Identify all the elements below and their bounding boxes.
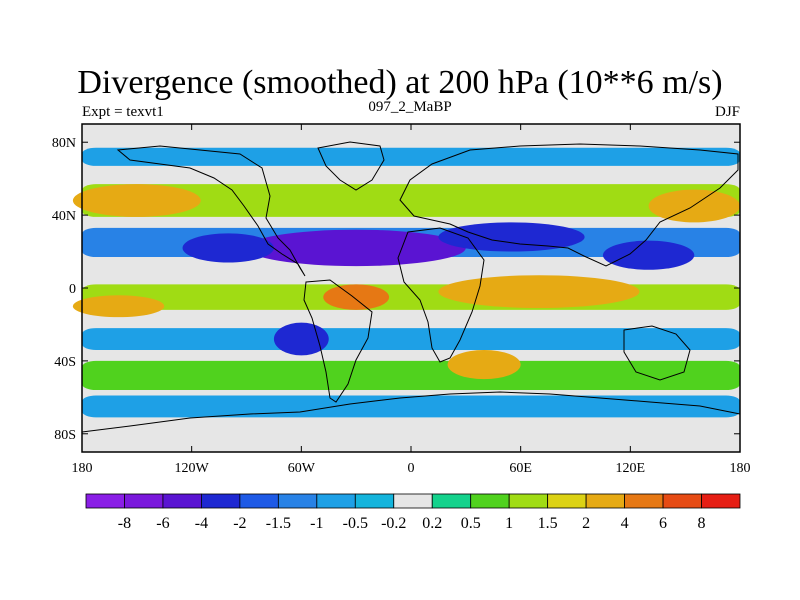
colorbar-label: -0.2 (381, 515, 406, 532)
lon-tick-label: 0 (408, 461, 415, 476)
colorbar-label: 0.5 (461, 515, 481, 532)
coastline-greenland (317, 141, 385, 191)
colorbar-swatch (508, 493, 549, 509)
lat-tick-label: 40N (52, 209, 76, 224)
south-atlantic-divergence (447, 349, 521, 380)
arctic-weak-convergence (82, 147, 740, 166)
lat-tick-label: 80N (52, 136, 76, 151)
colorbar-label: -8 (118, 515, 131, 532)
coastline-australia (623, 325, 691, 381)
colorbar-label: -1.5 (266, 515, 291, 532)
colorbar-swatch (393, 493, 433, 509)
lat-tick-label: 0 (69, 282, 76, 297)
plot-title: Divergence (smoothed) at 200 hPa (10**6 … (77, 64, 722, 101)
indian-divergence-core (438, 275, 640, 309)
colorbar-label: 1 (505, 515, 513, 532)
colorbar-swatch (624, 493, 664, 509)
colorbar-label: 1.5 (538, 515, 558, 532)
colorbar-swatch (277, 493, 318, 509)
colorbar-swatch (354, 493, 395, 509)
colorbar-swatch (85, 493, 125, 509)
colorbar-swatch (470, 493, 510, 509)
lon-tick-label: 60W (288, 461, 316, 476)
contour-fill-layer (72, 147, 740, 418)
lat-tick-label: 40S (54, 355, 76, 370)
southern-ocean-weak-convergence (82, 395, 740, 418)
colorbar-swatch (431, 493, 472, 509)
east-midlat-divergence-core (648, 189, 740, 223)
colorbar-label: -6 (156, 515, 169, 532)
south-american-convergence (273, 322, 329, 356)
colorbar-label: 2 (582, 515, 590, 532)
west-midlat-divergence-core (72, 184, 201, 217)
colorbar-label: -0.5 (343, 515, 368, 532)
season-label: DJF (715, 104, 740, 120)
east-convergence-core (438, 222, 585, 252)
colorbar-label: 8 (698, 515, 706, 532)
map-area: 80N 40N 0 40S 80S 180 120W 60W 0 60E 120E 180 (52, 123, 751, 476)
pacific-convergence-core (602, 240, 695, 270)
colorbar-label: -1 (310, 515, 323, 532)
west-convergence-core (182, 233, 274, 263)
colorbar-swatch (547, 493, 587, 509)
sh-midlatitude-divergence (82, 360, 740, 391)
experiment-label: Expt = texvt1 (82, 104, 164, 120)
colorbar-swatch (201, 493, 241, 509)
central-convergence-core (246, 229, 466, 267)
colorbar-swatch (585, 493, 625, 509)
coastline-antarctica (81, 391, 741, 433)
sh-subtropical-convergence (82, 328, 740, 350)
colorbar-swatch (239, 493, 279, 509)
coastline-north-america (116, 145, 306, 277)
colorbar-label: 6 (659, 515, 667, 532)
atlantic-divergence-core (323, 284, 390, 310)
colorbar-swatch (662, 493, 702, 509)
eastern-pacific-divergence (72, 295, 165, 318)
longitude-axis: 180 120W 60W 0 60E 120E 180 (72, 124, 751, 476)
coastline-layer (81, 141, 741, 433)
lon-tick-label: 120E (616, 461, 646, 476)
lon-tick-label: 120W (175, 461, 210, 476)
coastline-africa (397, 227, 485, 363)
colorbar-swatch (162, 493, 202, 509)
colorbar-label: -2 (233, 515, 246, 532)
coastline-eurasia (399, 143, 739, 267)
equatorial-divergence (82, 284, 740, 310)
colorbar-label: 4 (621, 515, 629, 532)
colorbar-swatch (316, 493, 356, 509)
coastline-south-america (303, 279, 373, 403)
case-label: 097_2_MaBP (368, 99, 451, 115)
colorbar-swatch (124, 493, 164, 509)
lon-tick-label: 180 (72, 461, 93, 476)
lat-tick-label: 80S (54, 428, 76, 443)
colorbar-label: -4 (195, 515, 208, 532)
colorbar: -8 -6 -4 -2 -1.5 -1 -0.5 -0.2 0.2 0.5 1 1.5 2 4 6 8 (85, 493, 741, 532)
latitude-axis: 80N 40N 0 40S 80S (52, 136, 740, 443)
lon-tick-label: 180 (730, 461, 751, 476)
colorbar-swatch (701, 493, 741, 509)
lon-tick-label: 60E (509, 461, 532, 476)
colorbar-label: 0.2 (422, 515, 442, 532)
